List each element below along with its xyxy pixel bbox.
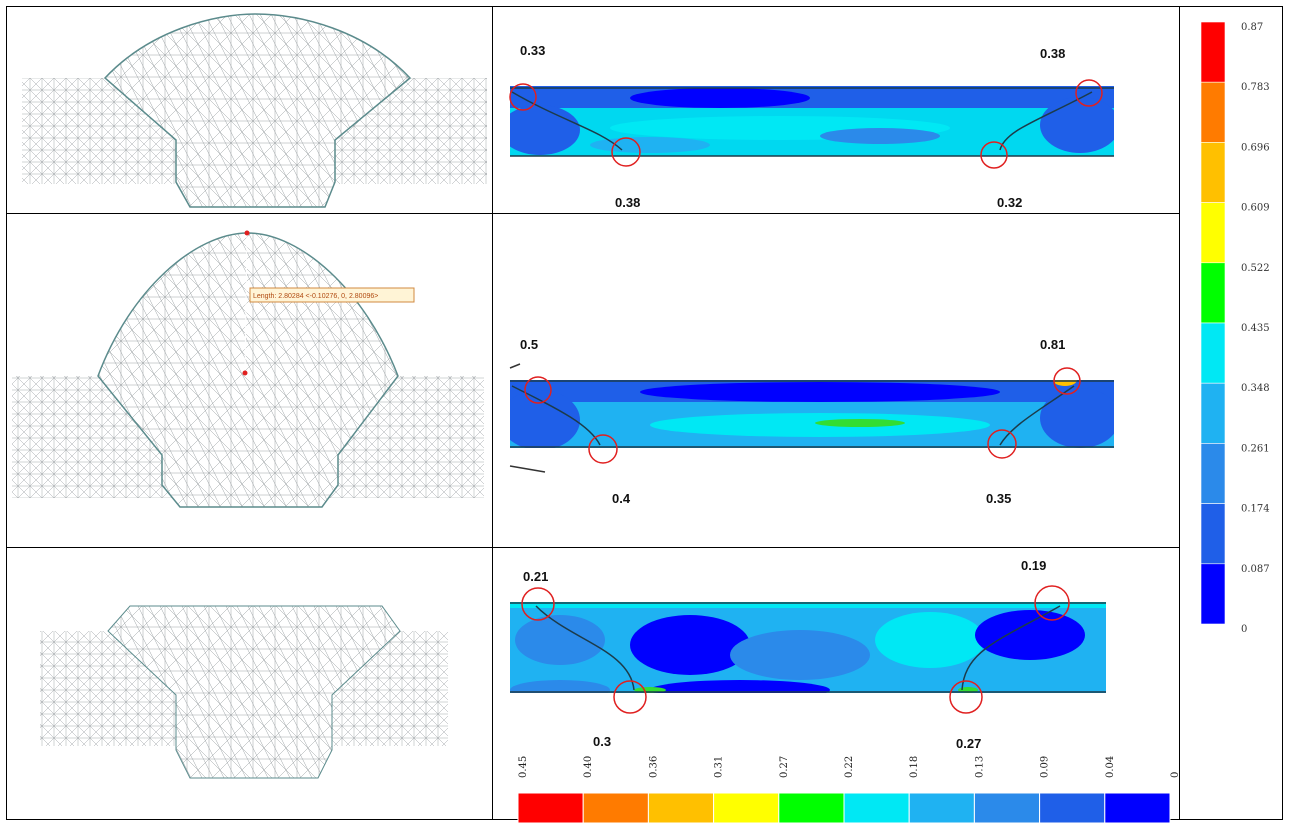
legend-tick-label: 0.40 [583,756,594,778]
legend-swatch [1200,322,1226,384]
value-label: 0.21 [523,569,548,584]
legend-swatch [1200,262,1226,324]
contour-plot-2: 0.5 0.81 0.4 0.35 [509,337,1114,506]
legend-tick-label: 0.696 [1241,142,1270,153]
legend-tick-label: 0.31 [714,756,725,778]
weld-mesh-3 [40,605,448,779]
legend-swatch [582,792,649,824]
legend-swatch [1200,142,1226,203]
legend-tick-label: 0.13 [974,756,985,778]
legend-tick-label: 0 [1170,772,1181,778]
marker-circle [949,680,983,714]
marker-circle [980,141,1008,169]
marker-circle [987,429,1017,459]
contour-plot-1: 0.33 0.38 0.38 0.32 [509,43,1114,210]
legend-tick-label: 0.609 [1241,203,1270,214]
legend-tick-label: 0.09 [1040,756,1051,778]
legend-swatch [1039,792,1106,824]
legend-tick-label: 0.45 [518,756,529,778]
marker-circle [1075,79,1103,107]
marker-circle [521,587,555,621]
legend-swatch [908,792,975,824]
legend-swatch [1200,81,1226,143]
legend-tick-label: 0.36 [648,756,659,778]
legend-tick-label: 0.174 [1241,504,1270,515]
contour-plot-3: 0.21 0.19 0.3 0.27 [510,558,1106,751]
legend-swatch [647,792,715,824]
value-label: 0.35 [986,491,1011,506]
measure-readout: Length: 2.80284 <-0.10276, 0, 2.80096> [253,293,378,300]
value-label: 0.32 [997,195,1022,210]
marker-circle [613,680,647,714]
legend-tick-label: 0.522 [1241,263,1270,274]
marker-circle [524,376,552,404]
legend-swatch [1200,202,1226,264]
legend-tick-label: 0.087 [1241,564,1270,575]
value-label: 0.38 [615,195,640,210]
marker-circle [1034,585,1070,621]
legend-tick-label: 0.348 [1241,383,1270,394]
legend-swatch [1200,21,1226,83]
legend-swatch [1200,563,1226,625]
legend-swatch [843,792,910,824]
marker-circle [1053,367,1081,395]
legend-tick-label: 0.87 [1241,22,1263,33]
value-label: 0.81 [1040,337,1065,352]
legend-swatch [713,792,780,824]
legend-tick-label: 0 [1241,624,1247,635]
legend-swatch [1200,503,1226,565]
value-label: 0.38 [1040,46,1065,61]
marker-circle [588,434,618,464]
legend-tick-label: 0.27 [779,756,790,778]
marker-circle [509,83,537,111]
value-label: 0.4 [612,491,631,506]
bottom-color-legend: 0.45 0.40 0.36 0.31 0.27 0.22 0.18 0.13 0.09 0.04… [517,756,1181,824]
value-label: 0.5 [520,337,538,352]
legend-tick-label: 0.22 [844,756,855,778]
legend-swatch [973,792,1041,824]
value-label: 0.3 [593,734,611,749]
marker-circle [611,137,641,167]
weld-mesh-2: Length: 2.80284 <-0.10276, 0, 2.80096> [12,230,484,508]
legend-tick-label: 0.04 [1105,756,1116,778]
value-label: 0.19 [1021,558,1046,573]
value-label: 0.33 [520,43,545,58]
legend-swatch [778,792,845,824]
weld-mesh-1 [22,13,487,208]
right-color-legend: 0.87 0.783 0.696 0.609 0.522 0.435 0.348 0.261 0… [1200,21,1270,635]
legend-swatch [517,792,584,824]
legend-tick-label: 0.18 [909,756,920,778]
value-label: 0.27 [956,736,981,751]
legend-swatch [1200,443,1226,504]
legend-tick-label: 0.261 [1241,443,1270,454]
legend-swatch [1104,792,1171,824]
legend-tick-label: 0.783 [1241,82,1270,93]
legend-tick-label: 0.435 [1241,323,1270,334]
legend-swatch [1200,382,1226,444]
